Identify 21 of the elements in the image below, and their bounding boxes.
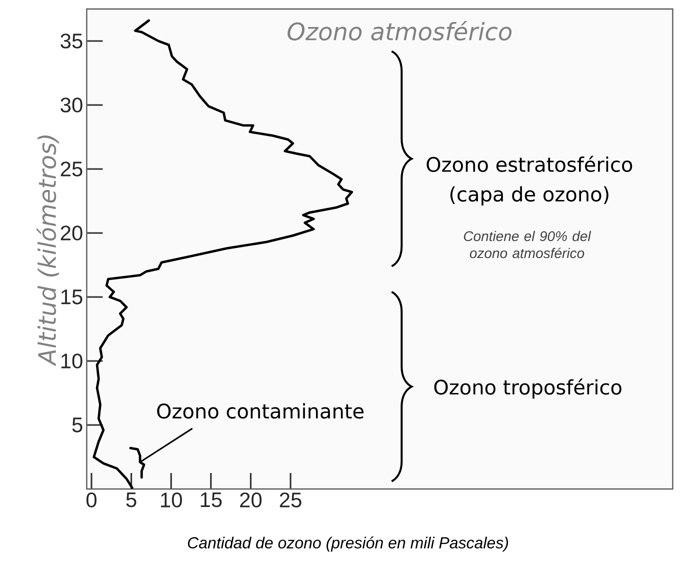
- y-axis-title: Altitud (kilómetros): [36, 136, 59, 366]
- x-tick-label: 5: [126, 492, 136, 508]
- y-tick-label: 35: [60, 34, 82, 48]
- x-tick-label: 20: [240, 492, 262, 508]
- y-tick-label: 20: [60, 226, 82, 240]
- annotation: Contiene el 90% del ozono atmosférico: [464, 230, 592, 258]
- x-tick-label: 10: [161, 492, 182, 508]
- y-tick-label: 5: [72, 418, 82, 432]
- y-tick-label: 25: [60, 162, 82, 176]
- y-tick-label: 15: [61, 290, 82, 304]
- x-tick-label: 25: [280, 492, 302, 508]
- x-axis-title: Cantidad de ozono (presión en mili Pascales): [188, 536, 508, 552]
- annotation: Ozono troposférico: [434, 378, 622, 399]
- x-tick-label: 0: [86, 492, 96, 508]
- chart-title: Ozono atmosférico: [288, 20, 512, 41]
- annotation: Ozono contaminante: [157, 403, 364, 419]
- y-tick-label: 30: [60, 98, 82, 112]
- y-tick-label: 10: [61, 354, 82, 368]
- annotation: Ozono estratosférico: [426, 156, 632, 172]
- annotation: (capa de ozono): [450, 186, 608, 206]
- x-tick-label: 15: [200, 492, 222, 508]
